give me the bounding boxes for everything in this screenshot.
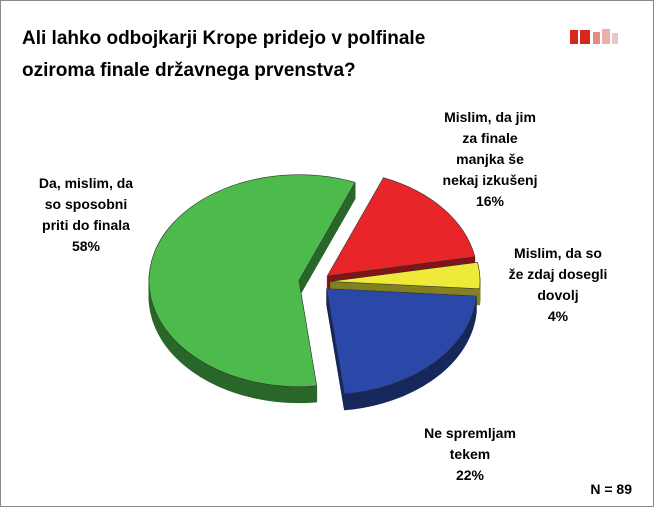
- logo-part: [580, 30, 590, 44]
- slice-label: za finale: [462, 130, 517, 146]
- slice-label: priti do finala: [42, 217, 130, 233]
- logo-part: [593, 32, 600, 44]
- slice-label: Da, mislim, da: [39, 175, 133, 191]
- slice-label: dovolj: [537, 287, 578, 303]
- logo: [570, 29, 618, 44]
- value-label: 4%: [548, 308, 569, 324]
- slice: [326, 288, 477, 395]
- slice-label: nekaj izkušenj: [443, 172, 538, 188]
- value-label: 22%: [456, 467, 485, 483]
- slice: [326, 177, 476, 277]
- slice-label: že zdaj dosegli: [509, 266, 608, 282]
- value-label: 16%: [476, 193, 505, 209]
- logo-part: [570, 30, 578, 44]
- slice-label: tekem: [450, 446, 490, 462]
- sample-size: N = 89: [590, 481, 632, 497]
- logo-part: [602, 29, 610, 44]
- chart-title-line: oziroma finale državnega prvenstva?: [22, 60, 356, 81]
- slice: [148, 174, 356, 388]
- slice-label: Mislim, da jim: [444, 109, 536, 125]
- value-label: 58%: [72, 238, 101, 254]
- logo-part: [612, 33, 618, 44]
- slice-label: Mislim, da so: [514, 245, 602, 261]
- slice-label: so sposobni: [45, 196, 127, 212]
- slice-label: manjka še: [456, 151, 524, 167]
- chart-title-line: Ali lahko odbojkarji Krope pridejo v pol…: [22, 28, 425, 49]
- slice: [329, 261, 481, 290]
- slice-label: Ne spremljam: [424, 425, 516, 441]
